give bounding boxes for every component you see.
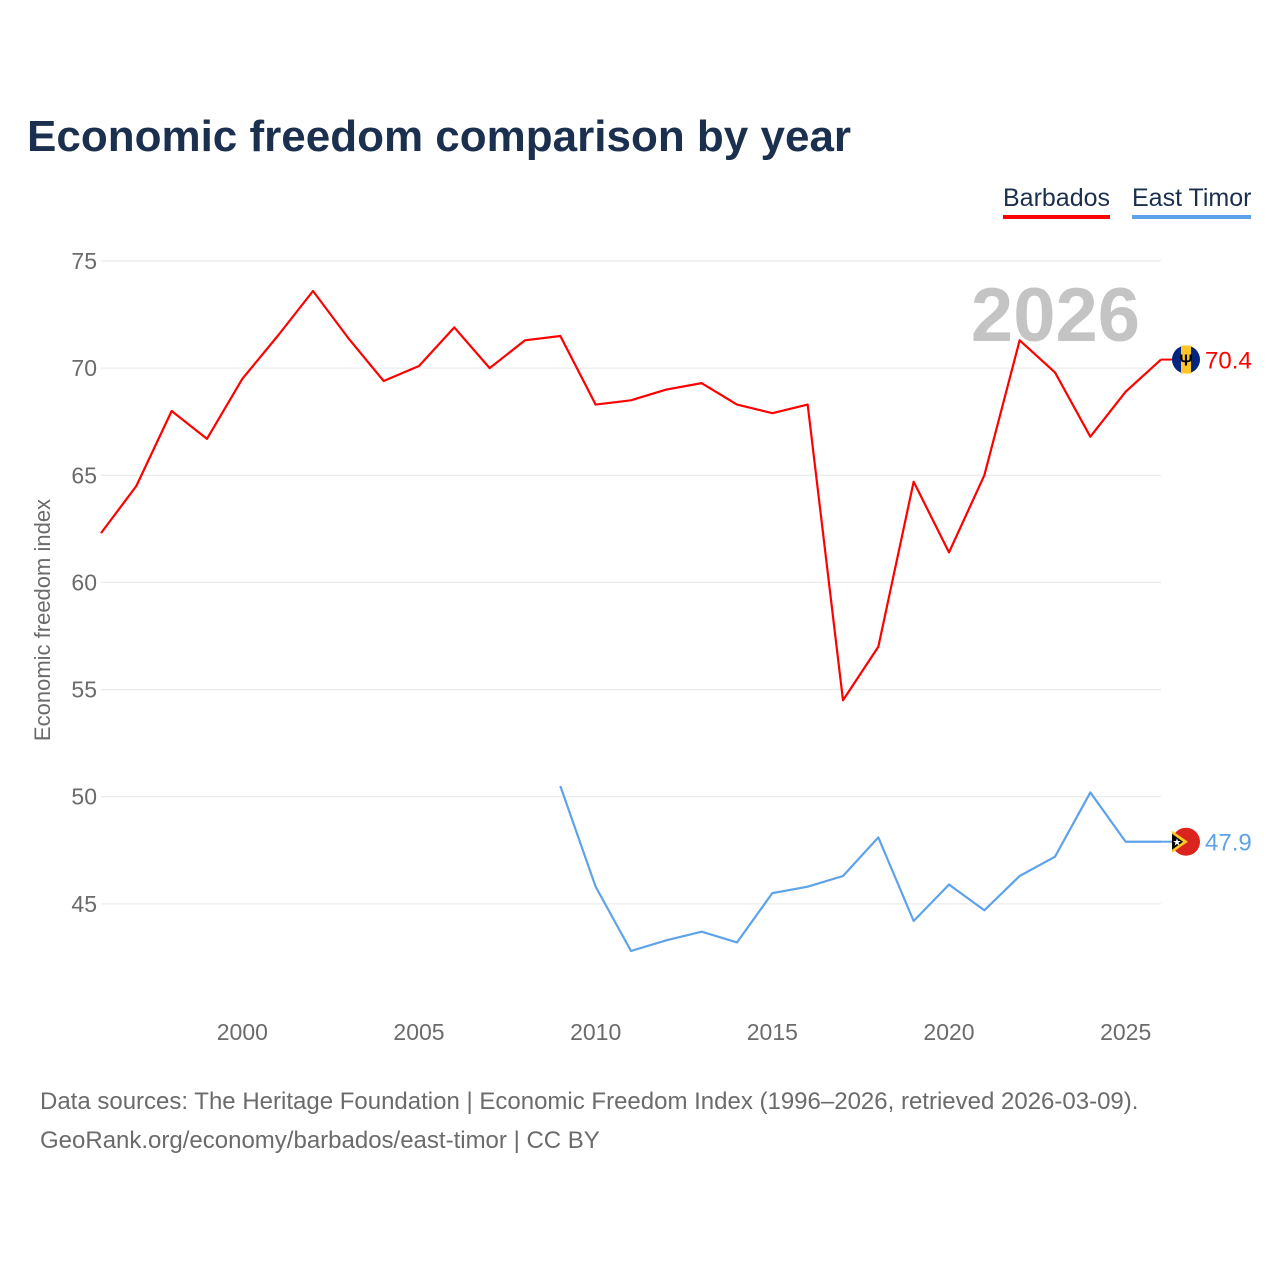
end-value-label: 70.4 [1205,348,1252,375]
chart-title: Economic freedom comparison by year [27,112,852,161]
x-tick-label: 2000 [217,1019,268,1045]
x-tick-label: 2025 [1100,1019,1151,1045]
trident-icon: Ψ [1180,353,1193,370]
x-tick-label: 2010 [570,1019,621,1045]
source-note: Data sources: The Heritage Foundation | … [40,1088,1139,1115]
series-line-east-timor [559,785,1161,953]
x-tick-label: 2015 [747,1019,798,1045]
y-tick-label: 45 [71,891,97,917]
y-tick-label: 55 [71,677,97,703]
y-tick-label: 75 [71,248,97,274]
legend-item-barbados[interactable]: Barbados [1003,184,1111,219]
y-axis-label: Economic freedom index [30,499,55,741]
y-tick-label: 50 [71,784,97,810]
legend-item-east-timor[interactable]: East Timor [1132,184,1252,219]
x-tick-label: 2020 [923,1019,974,1045]
flag-triangle-black [1172,833,1183,850]
barbados-flag-stripe [1181,345,1191,374]
y-tick-label: 60 [71,569,97,595]
y-tick-label: 65 [71,462,97,488]
source-url[interactable]: GeoRank.org/economy/barbados/east-timor … [40,1127,600,1154]
x-tick-label: 2005 [393,1019,444,1045]
line-chart: 45 50 55 60 65 70 75 2000 2005 2010 2015 2020 2025 Ec… [30,248,1252,1045]
end-value-label: 47.9 [1205,830,1252,857]
year-watermark: 2026 [971,273,1140,358]
y-tick-label: 70 [71,355,97,381]
star-icon: ★ [1173,838,1182,849]
